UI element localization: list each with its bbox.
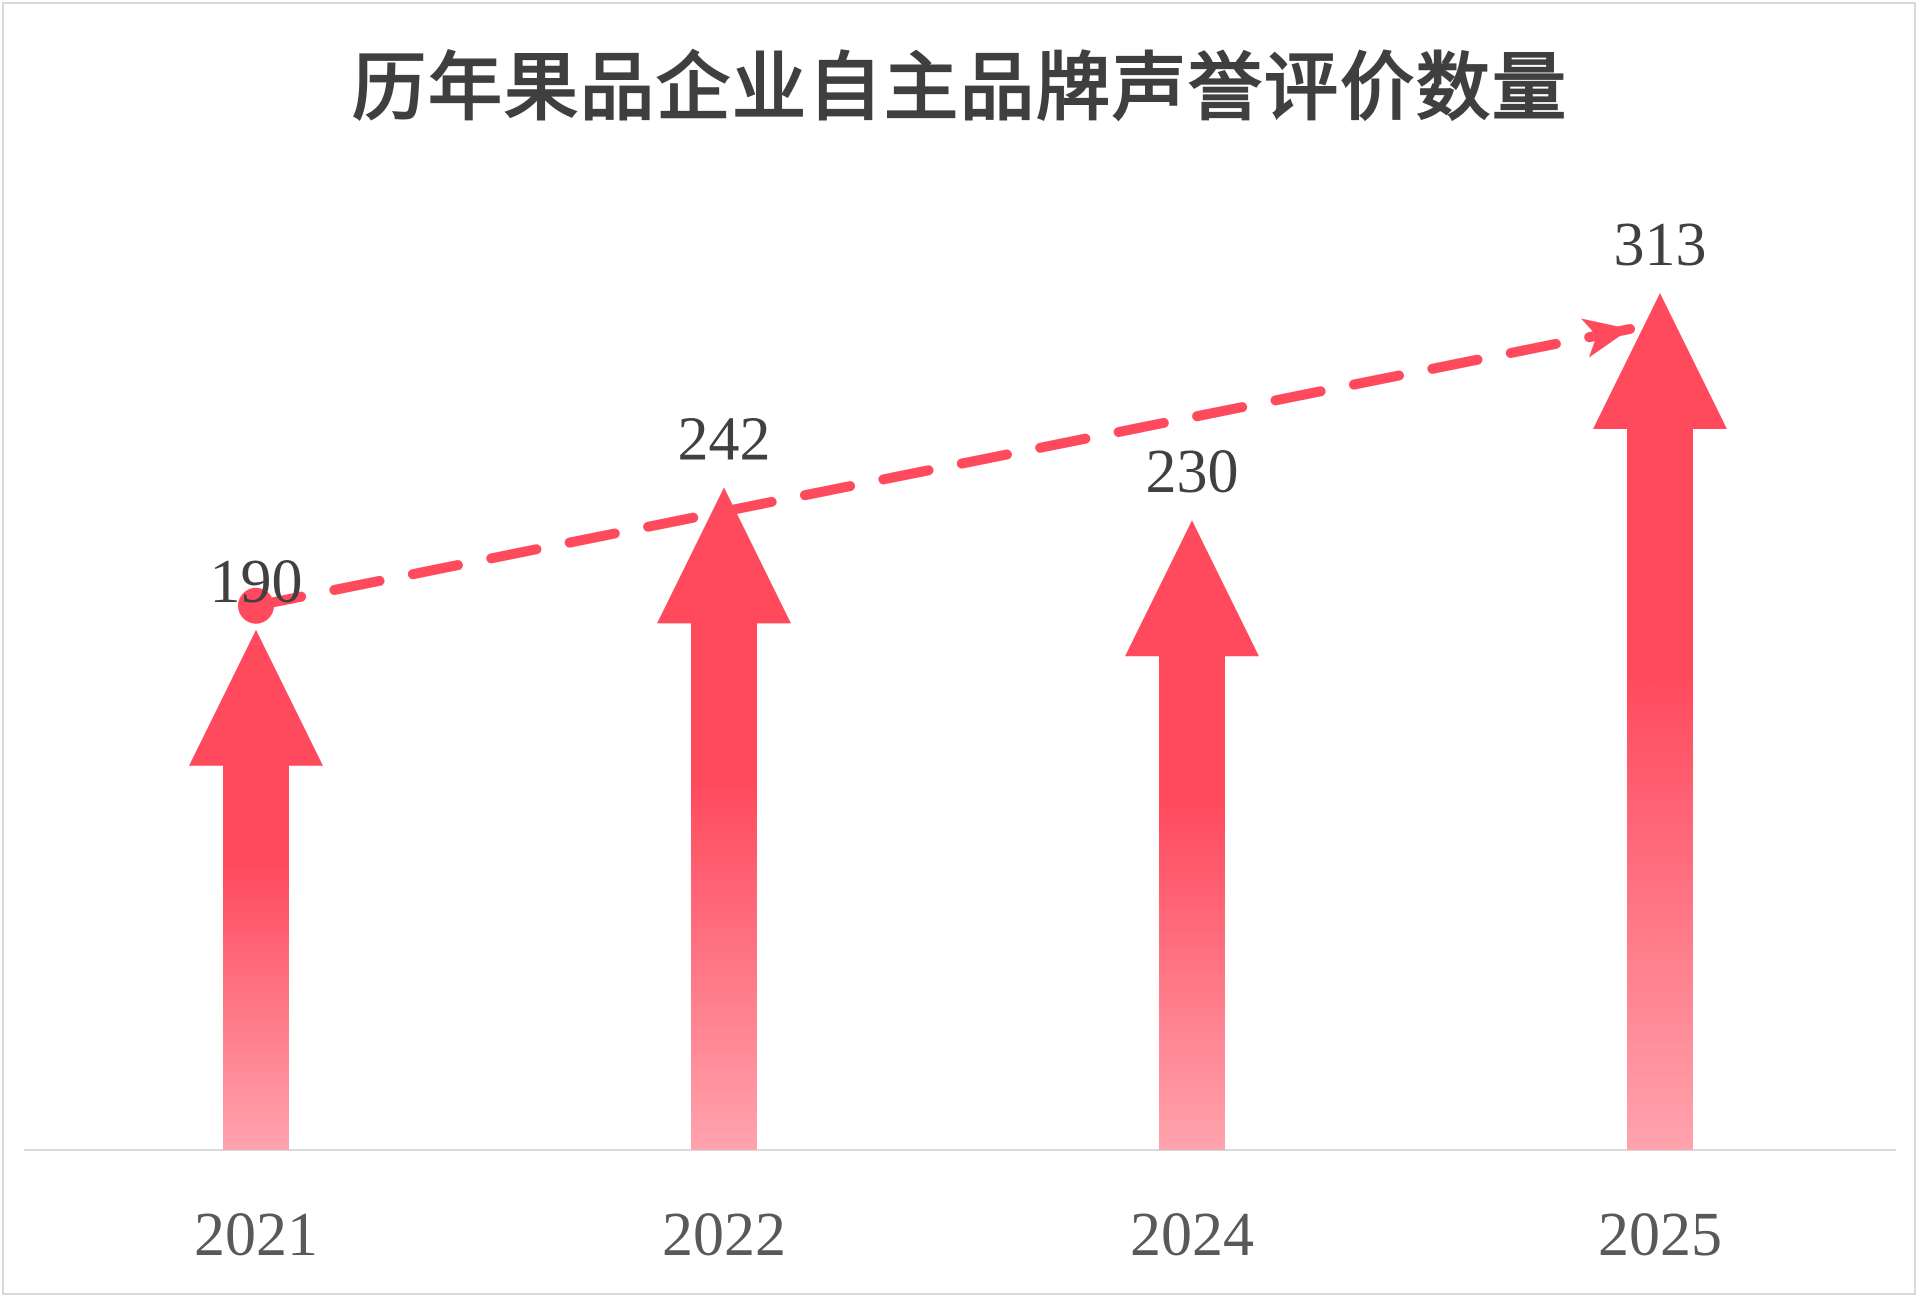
value-label-group: 190 242 230 313 [210, 211, 1707, 616]
bar-arrow-2025 [1593, 292, 1727, 1150]
bar-arrow-2022 [657, 487, 791, 1150]
x-tick-label-2022: 2022 [662, 1201, 786, 1269]
x-tick-label-2024: 2024 [1130, 1201, 1254, 1269]
x-tick-label-2025: 2025 [1598, 1201, 1722, 1269]
data-label-2021: 190 [210, 548, 303, 616]
bar-arrow-2024 [1125, 520, 1259, 1150]
trend-line-group [238, 318, 1635, 624]
data-label-2024: 230 [1146, 438, 1239, 506]
bar-arrow-2021 [189, 629, 323, 1150]
x-tick-label-2021: 2021 [194, 1201, 318, 1269]
chart-title: 历年果品企业自主品牌声誉评价数量 [352, 45, 1568, 131]
data-label-2022: 242 [678, 405, 771, 473]
trend-dashed-line [251, 323, 1635, 611]
bar-group [189, 292, 1727, 1150]
trend-arrowhead [1580, 318, 1630, 358]
data-label-2025: 313 [1614, 211, 1707, 279]
tick-label-group: 2021 2022 2024 2025 [194, 1201, 1722, 1269]
